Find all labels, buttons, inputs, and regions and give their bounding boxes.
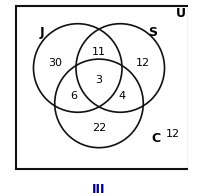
- Text: 30: 30: [48, 58, 62, 68]
- Text: S: S: [148, 26, 157, 39]
- Text: III: III: [92, 183, 106, 196]
- Text: 6: 6: [71, 91, 78, 101]
- Text: 3: 3: [95, 75, 103, 85]
- Text: U: U: [175, 7, 186, 20]
- Text: 11: 11: [92, 47, 106, 57]
- Text: 4: 4: [118, 91, 126, 101]
- Text: 12: 12: [166, 129, 180, 139]
- Text: J: J: [40, 26, 45, 39]
- Text: C: C: [151, 132, 160, 145]
- Text: 22: 22: [92, 123, 106, 133]
- Text: 12: 12: [136, 58, 150, 68]
